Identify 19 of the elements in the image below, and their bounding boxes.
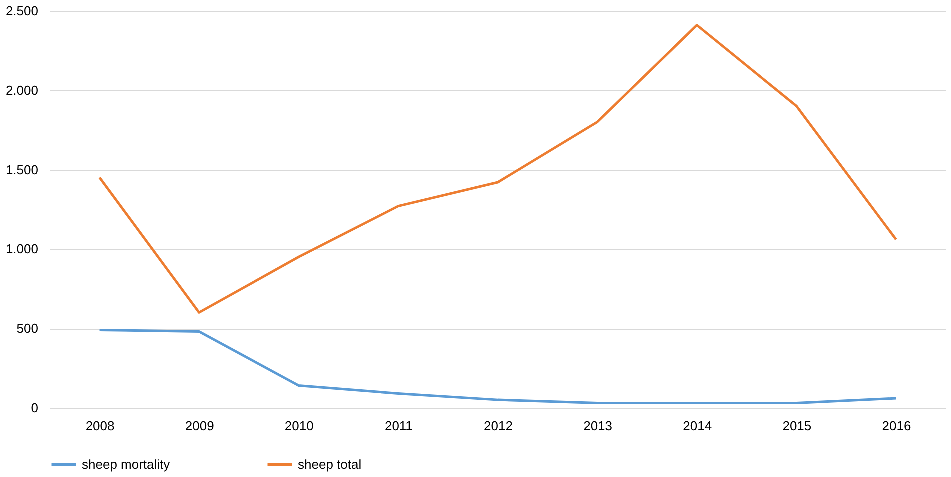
y-tick-label: 500 bbox=[16, 321, 38, 336]
x-tick-label: 2008 bbox=[86, 418, 115, 434]
x-tick-label: 2012 bbox=[484, 418, 513, 434]
y-tick-label: 2.000 bbox=[6, 82, 38, 98]
x-tick-label: 2009 bbox=[185, 418, 214, 434]
line-series bbox=[98, 328, 898, 404]
x-tick-label: 2011 bbox=[384, 418, 413, 434]
legend-label: sheep mortality bbox=[82, 457, 171, 472]
y-tick-label: 2.500 bbox=[6, 4, 38, 18]
y-tick-label: 1.000 bbox=[6, 242, 38, 257]
legend-label: sheep total bbox=[298, 457, 362, 472]
x-tick-label: 2014 bbox=[683, 418, 712, 434]
x-tick-label: 2010 bbox=[284, 418, 314, 434]
x-tick-label: 2016 bbox=[882, 418, 912, 434]
y-tick-label: 0 bbox=[31, 400, 38, 416]
y-tick-label: 1.500 bbox=[6, 162, 38, 178]
line-series bbox=[98, 24, 898, 314]
x-tick-label: 2015 bbox=[782, 418, 812, 434]
x-tick-label: 2013 bbox=[584, 418, 613, 434]
